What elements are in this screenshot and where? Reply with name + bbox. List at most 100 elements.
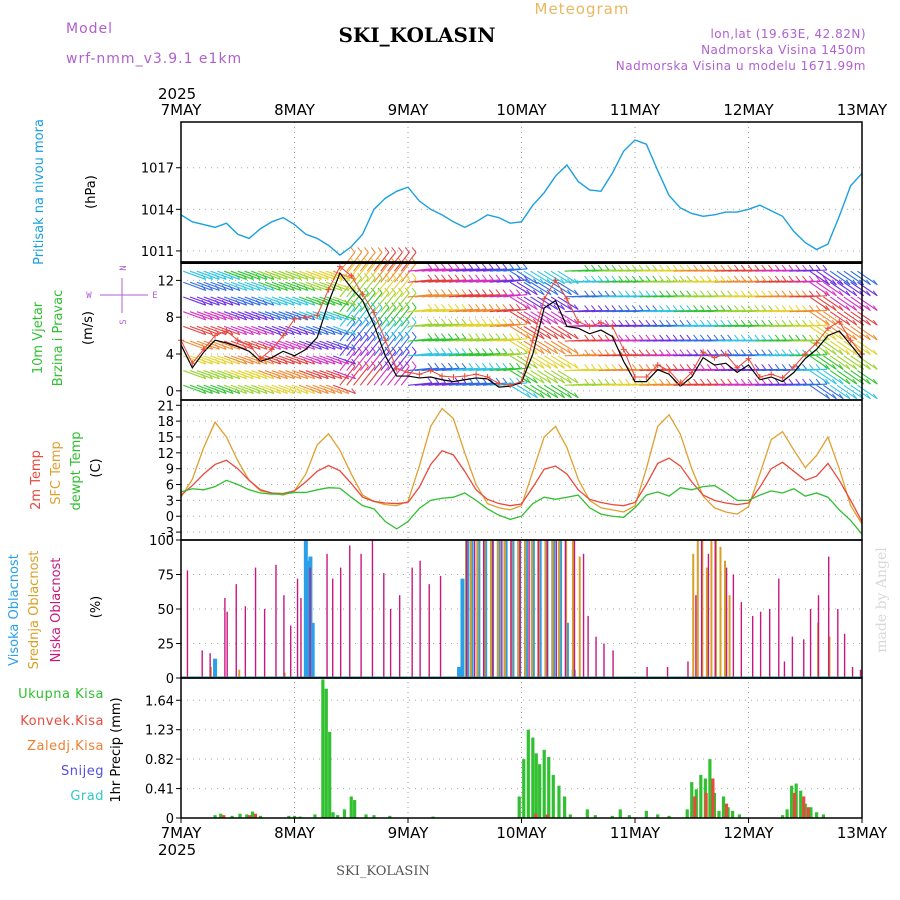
- wind-barb: [346, 366, 363, 386]
- wind-barb-flag: [638, 305, 644, 311]
- high-cloud-bar: [310, 622, 315, 678]
- wind-barb-flag: [808, 349, 814, 355]
- low-cloud-bar: [186, 570, 189, 678]
- wind-barb: [237, 296, 261, 306]
- wind-barb-flag: [815, 364, 821, 370]
- wind-barb-flag: [357, 302, 363, 308]
- low-cloud-bar: [519, 540, 521, 678]
- wind-barb: [550, 325, 572, 340]
- wind-barb-flag: [384, 317, 390, 323]
- y-tick-label: 15: [157, 431, 174, 446]
- wind-barb: [305, 325, 329, 336]
- wind-barb: [823, 355, 844, 370]
- wind-barb-flag: [808, 319, 814, 326]
- low-cloud-bar: [769, 609, 771, 678]
- wind-barb-flag: [567, 333, 572, 340]
- wind-barb: [509, 311, 531, 325]
- wind-barb-flag: [845, 364, 851, 370]
- wind-barb: [257, 311, 281, 321]
- wind-barb-flag: [852, 290, 858, 297]
- wind-barb: [312, 325, 336, 336]
- conv-precip-bar: [704, 792, 708, 818]
- y-tick-label: 100: [149, 534, 174, 549]
- wind-barb-flag: [825, 349, 830, 355]
- total-precip-bar: [342, 809, 347, 818]
- y-tick-label: 0.82: [145, 753, 174, 768]
- low-cloud-bar: [555, 540, 558, 678]
- wind-barb-flag: [638, 349, 644, 355]
- gust-marker: [405, 369, 411, 376]
- wind-barb: [278, 355, 302, 365]
- wind-barb-flag: [740, 334, 746, 341]
- low-cloud-bar: [809, 609, 812, 678]
- low-cloud-bar: [224, 597, 226, 678]
- wind-barb: [366, 277, 383, 298]
- wind-barb-flag: [866, 378, 871, 385]
- wind-barb: [203, 340, 227, 350]
- wind-barb-flag: [872, 364, 878, 370]
- wind-barb-flag: [652, 275, 658, 282]
- wind-barb-flag: [404, 317, 410, 323]
- wind-barb-flag: [441, 274, 446, 281]
- wind-barb: [278, 281, 302, 291]
- wind-barb-flag: [672, 264, 678, 271]
- wind-barb: [305, 384, 329, 395]
- wind-barb-flag: [481, 362, 487, 369]
- wind-barb: [448, 338, 473, 342]
- wind-barb-flag: [631, 275, 637, 282]
- wind-barb: [557, 270, 579, 285]
- wind-barb-flag: [727, 275, 733, 282]
- wind-barb: [469, 294, 494, 298]
- wind-barb: [441, 382, 466, 386]
- wind-barb-flag: [727, 334, 733, 341]
- wind-barb: [476, 352, 501, 357]
- wind-barb: [455, 308, 480, 313]
- wind-barb: [823, 270, 844, 286]
- wind-barb-flag: [866, 319, 871, 326]
- wind-barb-flag: [560, 348, 566, 354]
- wind-barb: [441, 323, 466, 327]
- high-cloud-bar: [303, 540, 308, 678]
- gust-marker: [246, 341, 253, 348]
- mid-cloud-bar: [701, 540, 704, 678]
- wind-barb: [237, 270, 261, 280]
- wind-barb: [435, 338, 460, 342]
- wind-barb: [557, 370, 579, 384]
- compass-south: S: [119, 319, 129, 324]
- wind-barb: [816, 270, 837, 286]
- wind-barb-flag: [553, 363, 559, 369]
- wind-barb: [516, 296, 538, 310]
- wind-barb: [244, 384, 268, 395]
- gust-marker: [824, 325, 831, 332]
- wind-barb-flag: [720, 275, 726, 282]
- wind-barb: [503, 268, 528, 272]
- wind-barb-flag: [411, 247, 417, 253]
- wind-barb: [455, 338, 480, 342]
- wind-barb-flag: [832, 334, 837, 341]
- wind-barb-flag: [631, 305, 637, 311]
- wind-barb-flag: [665, 319, 671, 326]
- wind-barb: [829, 355, 851, 370]
- wind-barb-flag: [815, 290, 821, 297]
- wind-barb-flag: [781, 349, 787, 355]
- wind-barb: [809, 384, 830, 400]
- gust-marker: [336, 263, 343, 270]
- wind-barb: [251, 325, 275, 336]
- wind-barb: [196, 270, 220, 280]
- wind-barb-flag: [427, 263, 433, 270]
- wind-barb-flag: [825, 319, 830, 326]
- gust-marker: [597, 319, 604, 326]
- wind-barb-flag: [434, 289, 440, 295]
- wind-barb: [393, 277, 410, 298]
- low-cloud-bar: [837, 609, 839, 678]
- high-cloud-bar: [213, 658, 218, 678]
- gust-marker: [291, 316, 298, 323]
- wind-barb: [516, 311, 538, 325]
- wind-barb-flag: [553, 289, 559, 296]
- wind-barb-flag: [447, 362, 453, 369]
- wind-barb: [359, 351, 376, 371]
- wind-barb-flag: [567, 318, 572, 325]
- wind-barb: [244, 311, 268, 321]
- wind-barb-flag: [866, 364, 871, 370]
- wind-barb-flag: [747, 264, 753, 271]
